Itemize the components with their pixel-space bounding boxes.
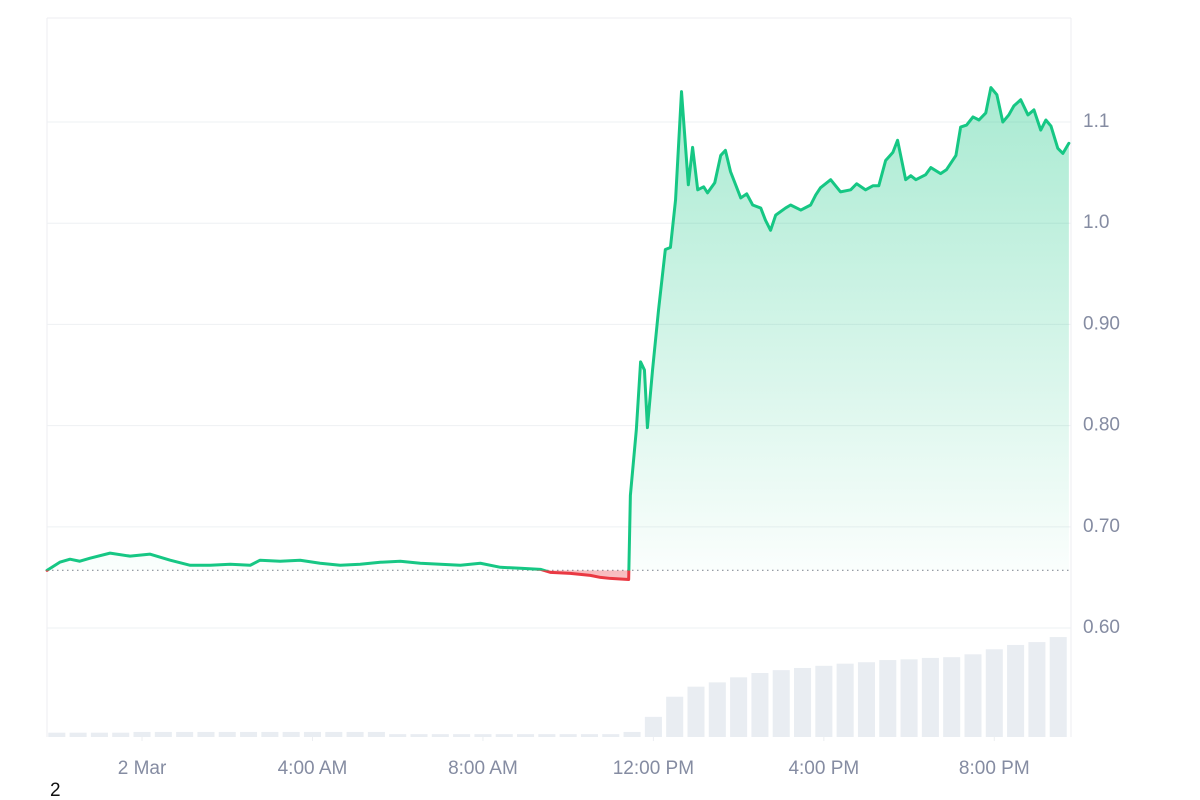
x-tick-label: 2 Mar [118,758,167,779]
volume-bar [346,731,364,737]
x-tick-label: 4:00 AM [278,758,348,779]
volume-bar [879,660,897,737]
volume-bar [1049,637,1067,737]
volume-bar [218,731,236,737]
y-tick-label: 0.70 [1083,516,1120,537]
volume-bar [133,731,151,737]
x-tick-label: 12:00 PM [613,758,694,779]
x-tick-label: 4:00 PM [788,758,859,779]
volume-bar [708,682,726,737]
volume-bar [282,731,300,737]
volume-bar [240,731,258,737]
volume-bar [495,734,513,737]
volume-bar [836,663,854,737]
volume-bar [602,734,620,737]
volume-bar [410,734,428,737]
volume-bar [517,734,535,737]
volume-bar [431,734,449,737]
y-tick-label: 0.90 [1083,313,1120,334]
volume-bar [772,670,790,737]
price-area [47,87,1069,580]
volume-bar [261,731,279,737]
volume-bar [815,665,833,737]
y-tick-label: 1.0 [1083,212,1109,233]
volume-bar [794,667,812,737]
x-tick-label: 8:00 PM [959,758,1030,779]
volume-bar [964,654,982,737]
volume-bar [154,731,172,737]
volume-bar [303,731,322,737]
volume-bar [48,732,66,737]
x-tick-label: 8:00 AM [448,758,518,779]
y-tick-label: 0.80 [1083,415,1120,436]
volume-bar [687,686,705,737]
volume-bar [985,649,1003,737]
volume-bar [90,732,108,737]
volume-bar [644,716,662,737]
volume-bar [389,734,407,737]
y-tick-label: 1.1 [1083,111,1109,132]
volume-bar [559,734,577,737]
volume-bar [1028,642,1046,737]
volume-bar [474,734,492,737]
volume-bar [623,731,641,737]
volume-bar [112,732,130,737]
volume-bar [538,734,556,737]
price-line [45,86,1071,581]
volume-bar [730,677,748,737]
volume-bar [176,731,194,737]
y-tick-label: 0.60 [1083,617,1120,638]
volume-bar [197,731,215,737]
volume-bar [325,731,343,737]
volume-bar [666,696,684,737]
volume-bar [857,662,875,737]
volume-bar [921,657,939,737]
footnote: 2 [50,780,61,800]
volume-bar [900,659,918,737]
volume-bar [69,732,87,737]
volume-bar [1007,644,1025,737]
volume-bar [943,657,961,737]
volume-bar [751,673,769,737]
volume-bar [580,734,598,737]
volume-bar [453,734,471,737]
volume-bar [367,731,385,737]
